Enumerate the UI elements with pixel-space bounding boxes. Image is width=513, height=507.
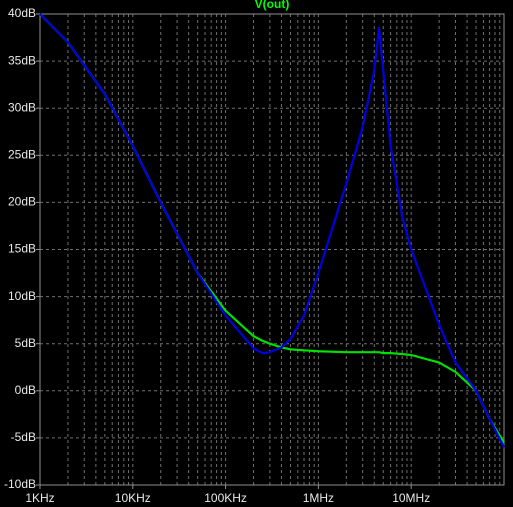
x-tick-label: 100KHz [204,491,247,505]
y-tick-label: 15dB [8,242,36,256]
y-tick-label: 30dB [8,100,36,114]
y-tick-label: 10dB [8,289,36,303]
x-tick-label: 1MHz [303,491,334,505]
y-tick-label: 20dB [8,195,36,209]
y-tick-label: 5dB [15,336,36,350]
y-tick-label: 25dB [8,147,36,161]
chart-title: V(out) [255,0,290,11]
y-tick-label: 40dB [8,6,36,20]
y-tick-label: -5dB [11,430,36,444]
x-tick-label: 1KHz [25,491,54,505]
y-tick-label: 0dB [15,383,36,397]
plot-frame [39,13,505,486]
y-tick-label: 35dB [8,53,36,67]
x-tick-label: 10MHz [392,491,430,505]
x-tick-label: 10KHz [115,491,151,505]
series-line [39,13,505,448]
y-tick-label: -10dB [4,477,36,491]
